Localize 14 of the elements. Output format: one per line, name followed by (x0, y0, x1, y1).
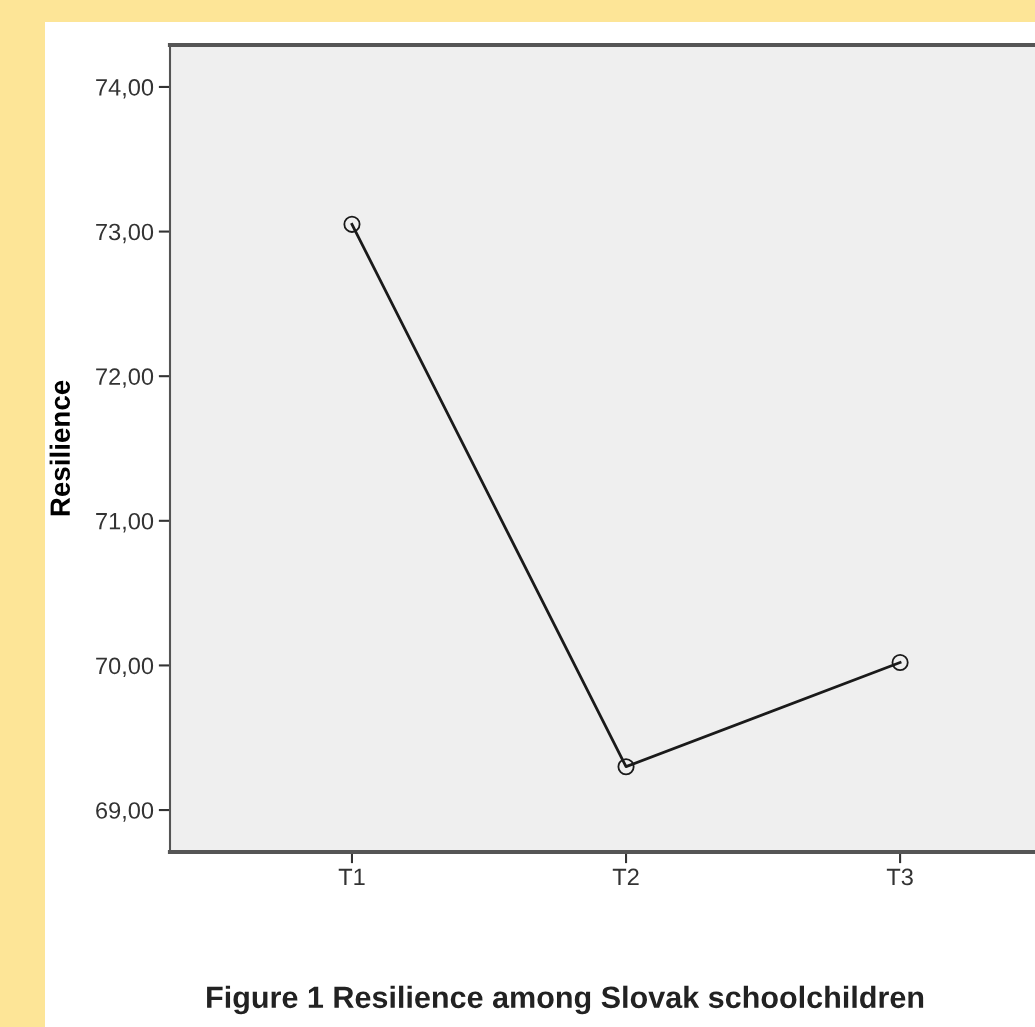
y-tick-label: 74,00 (96, 79, 154, 99)
y-tick-label: 73,00 (96, 223, 154, 244)
y-axis-title: Resilience (49, 380, 71, 516)
point (891, 653, 909, 672)
x-tick-label: T2 (612, 868, 639, 886)
point (617, 758, 635, 776)
y-tick-label: 71,00 (96, 512, 154, 533)
y-tick-label: 70,00 (96, 657, 154, 678)
y-tick-label: 72,00 (96, 368, 154, 388)
x-tick-label: T1 (338, 868, 365, 886)
y-tick-label: 69,00 (96, 802, 154, 822)
point (343, 215, 361, 233)
x-tick-label: T3 (886, 868, 913, 886)
text: Figure 1 Resilience among Slovak schoolchildren (207, 985, 924, 1015)
